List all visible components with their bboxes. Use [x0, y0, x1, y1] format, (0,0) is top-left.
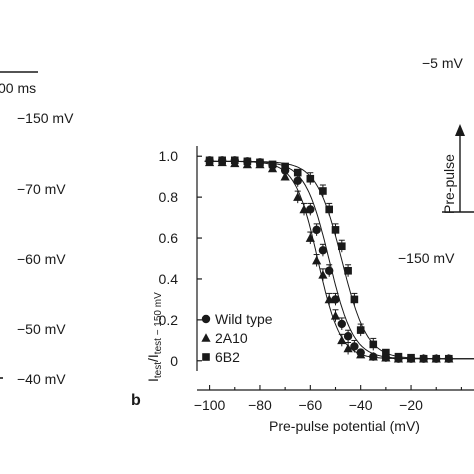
point-2a10	[356, 349, 366, 359]
point-6b2	[445, 354, 453, 363]
y-tick-label: 0.6	[159, 230, 179, 246]
point-6b2	[281, 162, 289, 171]
chart-b: b 0 0.2 0.4 0.6 0.8 1.0 −100 −80 −60 −40 −20 Wild…	[131, 146, 474, 434]
voltage-label-50: −50 mV	[17, 321, 66, 337]
point-2a10	[324, 294, 334, 304]
voltage-label-150: −150 mV	[17, 110, 74, 126]
point-6b2	[293, 168, 302, 177]
y-axis: 0 0.2 0.4 0.6 0.8 1.0	[159, 146, 202, 371]
point-6b2	[344, 266, 352, 275]
protocol-axis-label: Pre-pulse	[441, 154, 457, 214]
y-tick-label: 0	[170, 353, 178, 369]
point-6b2	[218, 156, 226, 165]
x-tick-label: −100	[194, 397, 226, 413]
y-tick-label: 0.8	[159, 189, 179, 205]
point-6b2	[230, 156, 239, 165]
point-2a10	[381, 352, 391, 362]
point-6b2	[432, 354, 441, 363]
point-6b2	[205, 156, 214, 165]
data-points	[204, 156, 454, 363]
point-6b2	[382, 348, 390, 357]
y-title-sub2: test − 150 mV	[153, 292, 164, 354]
point-2a10	[312, 255, 322, 265]
y-title-sub1: test	[153, 362, 164, 378]
point-6b2	[243, 157, 252, 166]
point-wild-type	[318, 246, 328, 255]
point-wild-type	[350, 342, 359, 351]
point-wild-type	[331, 295, 340, 304]
time-scale-label: 00 ms	[0, 80, 36, 96]
point-wild-type	[337, 319, 346, 329]
y-title-mid: /I	[145, 354, 161, 362]
point-2a10	[305, 233, 315, 242]
point-wild-type	[306, 205, 315, 214]
point-6b2	[369, 340, 378, 349]
point-6b2	[337, 242, 346, 251]
voltage-label-40: −40 mV	[17, 371, 66, 387]
left-panel: 00 ms −150 mV −70 mV −60 mV −50 mV −40 m…	[0, 71, 74, 387]
point-2a10	[299, 204, 309, 214]
point-6b2	[356, 326, 365, 334]
y-title-main: I	[145, 378, 161, 382]
legend-label-wild-type: Wild type	[215, 311, 273, 327]
legend-marker-2a10	[201, 333, 211, 342]
y-axis-title: Itest/Itest − 150 mV	[145, 292, 164, 382]
legend-label-2a10: 2A10	[215, 330, 248, 346]
x-axis-title: Pre-pulse potential (mV)	[269, 418, 420, 434]
point-6b2	[407, 353, 415, 362]
x-tick-label: −20	[399, 397, 423, 413]
panel-label: b	[131, 392, 141, 409]
point-2a10	[293, 192, 303, 201]
point-6b2	[331, 226, 340, 234]
point-6b2	[350, 295, 359, 304]
protocol-inset: −5 mV Pre-pulse −150 mV	[398, 55, 474, 266]
protocol-arrow-head	[455, 124, 465, 136]
point-6b2	[319, 187, 327, 195]
point-6b2	[256, 158, 264, 167]
x-axis: −100 −80 −60 −40 −20	[194, 385, 474, 413]
x-tick-label: −40	[349, 397, 373, 413]
y-tick-label: 0.2	[159, 312, 179, 328]
point-2a10	[280, 171, 290, 181]
point-2a10	[337, 335, 347, 345]
point-6b2	[419, 354, 428, 363]
legend-marker-wild-type	[201, 314, 211, 324]
voltage-label-70: −70 mV	[17, 181, 66, 197]
point-6b2	[325, 205, 334, 214]
x-tick-label: −60	[298, 397, 322, 413]
point-6b2	[268, 160, 277, 169]
point-2a10	[318, 270, 328, 279]
point-2a10	[368, 351, 378, 361]
legend: Wild type 2A10 6B2	[201, 311, 273, 365]
y-tick-label: 0.4	[159, 271, 179, 287]
point-2a10	[343, 343, 353, 353]
protocol-bottom-voltage: −150 mV	[398, 250, 455, 266]
point-wild-type	[343, 332, 353, 341]
voltage-label-60: −60 mV	[17, 251, 66, 267]
legend-label-6b2: 6B2	[215, 349, 240, 365]
point-6b2	[394, 352, 403, 361]
point-2a10	[330, 310, 341, 320]
y-tick-label: 1.0	[159, 148, 179, 164]
point-wild-type	[325, 266, 334, 275]
x-tick-label: −80	[248, 397, 272, 413]
legend-marker-6b2	[202, 353, 210, 361]
point-wild-type	[312, 225, 321, 235]
protocol-top-voltage: −5 mV	[422, 55, 464, 71]
point-6b2	[306, 174, 315, 183]
point-wild-type	[293, 176, 302, 185]
